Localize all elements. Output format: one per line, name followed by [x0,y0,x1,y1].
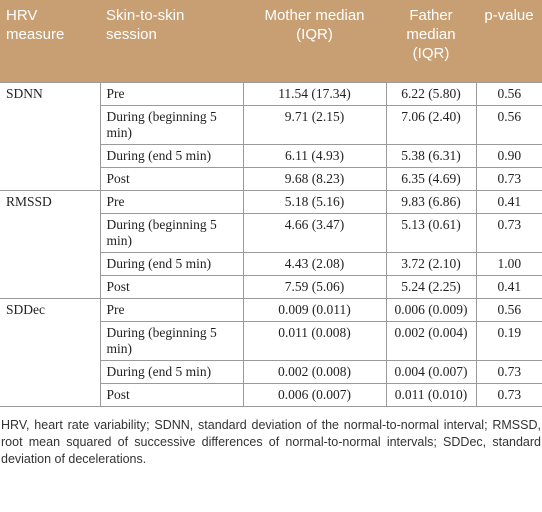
table-cell: During (beginning 5 min) [99,321,244,361]
table-cell: Post [99,167,244,191]
header-cell: Skin-to-skin session [100,0,243,83]
table-cell: 0.006 (0.007) [242,383,387,407]
header-cell: p-value [476,0,542,83]
measure-cell: RMSSD [0,190,101,299]
header-cell: HRV measure [0,0,100,83]
table-cell: 3.72 (2.10) [385,252,477,276]
table-row: During (end 5 min) 6.11 (4.93) 5.38 (6.31)… [0,144,542,168]
table-cell: 9.68 (8.23) [242,167,387,191]
measure-cell: SDDec [0,298,101,407]
table-cell: 0.56 [475,298,542,322]
table-cell: During (end 5 min) [99,360,244,384]
header-row: HRV measure Skin-to-skin session Mother … [0,0,542,83]
header-cell: Mother median (IQR) [243,0,386,83]
table-cell: 5.38 (6.31) [385,144,477,168]
table-row: During (end 5 min) 4.43 (2.08) 3.72 (2.10)… [0,252,542,276]
table-cell: 0.011 (0.010) [385,383,477,407]
table-cell: 0.004 (0.007) [385,360,477,384]
table-cell: 0.41 [475,275,542,299]
table-cell: During (beginning 5 min) [99,213,244,253]
table-cell: Post [99,383,244,407]
table-row: During (beginning 5 min) 0.011 (0.008) 0.0… [0,321,542,361]
table-cell: 0.002 (0.008) [242,360,387,384]
table-cell: During (end 5 min) [99,252,244,276]
table-cell: 0.73 [475,167,542,191]
table-cell: Pre [99,298,244,322]
table-cell: 5.24 (2.25) [385,275,477,299]
table-cell: 0.73 [475,383,542,407]
table-cell: 4.66 (3.47) [242,213,387,253]
table-cell: 0.90 [475,144,542,168]
table-row: During (beginning 5 min) 4.66 (3.47) 5.13 … [0,213,542,253]
table-cell: 7.59 (5.06) [242,275,387,299]
table-body: SDNN Pre 11.54 (17.34) 6.22 (5.80) 0.56 Durin… [0,82,542,407]
table-cell: 0.73 [475,213,542,253]
table-cell: 1.00 [475,252,542,276]
table-cell: 9.83 (6.86) [385,190,477,214]
table-cell: 0.009 (0.011) [242,298,387,322]
table-cell: Pre [99,190,244,214]
table-cell: 0.56 [475,82,542,106]
table-cell: 5.13 (0.61) [385,213,477,253]
table-row: During (beginning 5 min) 9.71 (2.15) 7.06 … [0,105,542,145]
footnote: HRV, heart rate variability; SDNN, stand… [1,418,541,466]
table-cell: 11.54 (17.34) [242,82,387,106]
table-cell: During (beginning 5 min) [99,105,244,145]
table-row: Post 9.68 (8.23) 6.35 (4.69) 0.73 [0,167,542,191]
data-table: HRV measure Skin-to-skin session Mother … [0,0,542,407]
table-cell: 0.73 [475,360,542,384]
table-cell: 9.71 (2.15) [242,105,387,145]
table-cell: 0.006 (0.009) [385,298,477,322]
table-row: Post 0.006 (0.007) 0.011 (0.010) 0.73 [0,383,542,407]
table-cell: 6.35 (4.69) [385,167,477,191]
table-cell: 0.56 [475,105,542,145]
table-cell: 6.22 (5.80) [385,82,477,106]
table-cell: 0.19 [475,321,542,361]
table-cell: During (end 5 min) [99,144,244,168]
table-row: Post 7.59 (5.06) 5.24 (2.25) 0.41 [0,275,542,299]
table-row: SDNN Pre 11.54 (17.34) 6.22 (5.80) 0.56 [0,82,542,191]
table-row: SDDec Pre 0.009 (0.011) 0.006 (0.009) 0.56 [0,298,542,407]
table-cell: 5.18 (5.16) [242,190,387,214]
table-cell: Post [99,275,244,299]
measure-cell: SDNN [0,82,101,191]
table-cell: 6.11 (4.93) [242,144,387,168]
table-cell: 7.06 (2.40) [385,105,477,145]
table-row: RMSSD Pre 5.18 (5.16) 9.83 (6.86) 0.41 [0,190,542,299]
table-cell: 0.002 (0.004) [385,321,477,361]
table-cell: 0.41 [475,190,542,214]
table-cell: Pre [99,82,244,106]
table-cell: 0.011 (0.008) [242,321,387,361]
table-cell: 4.43 (2.08) [242,252,387,276]
header-cell: Father median (IQR) [386,0,476,83]
